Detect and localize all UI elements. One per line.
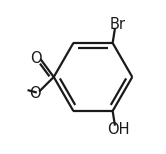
Text: O: O	[29, 86, 41, 101]
Text: O: O	[30, 51, 41, 66]
Text: OH: OH	[107, 122, 129, 137]
Text: Br: Br	[110, 17, 126, 32]
